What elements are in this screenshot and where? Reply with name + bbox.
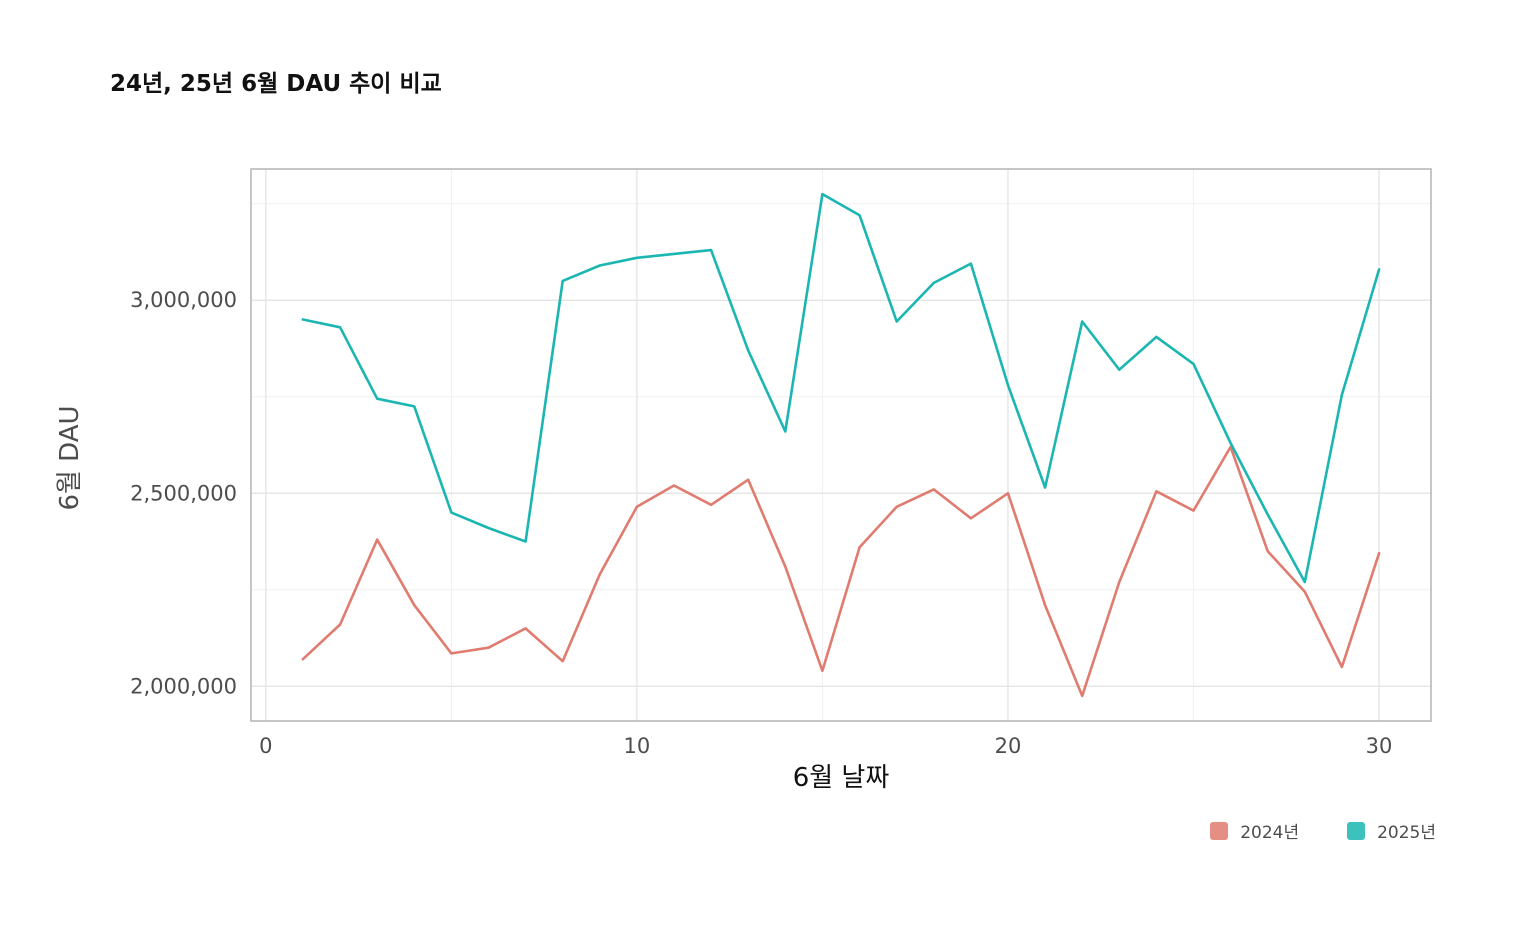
- y-axis-ticks: 2,000,000 2,500,000 3,000,000: [130, 288, 237, 698]
- y-tick-label: 2,500,000: [130, 481, 237, 505]
- y-tick-label: 2,000,000: [130, 674, 237, 698]
- x-axis-title: 6월 날짜: [793, 763, 890, 793]
- y-tick-label: 3,000,000: [130, 288, 237, 312]
- legend: 2024년 2025년: [1210, 818, 1436, 843]
- legend-label: 2025년: [1377, 823, 1436, 843]
- series-lines: [301, 192, 1381, 698]
- x-tick-label: 20: [995, 734, 1022, 758]
- x-tick-label: 0: [259, 734, 272, 758]
- x-tick-label: 30: [1366, 734, 1393, 758]
- legend-item: 2025년: [1347, 818, 1436, 843]
- series-line-2: [301, 192, 1381, 584]
- legend-label: 2024년: [1240, 823, 1300, 843]
- y-axis-title: 6월 DAU: [55, 405, 85, 510]
- major-gridlines: [251, 169, 1431, 721]
- legend-item: 2024년: [1210, 818, 1299, 843]
- x-tick-label: 10: [624, 734, 651, 758]
- x-axis-ticks: 0 10 20 30: [259, 734, 1392, 758]
- legend-swatch: [1347, 821, 1366, 840]
- chart-title: 24년, 25년 6월 DAU 추이 비교: [110, 71, 442, 97]
- legend-swatch: [1210, 821, 1229, 840]
- series-line-1: [301, 445, 1381, 698]
- plot-panel-border: [250, 168, 1432, 722]
